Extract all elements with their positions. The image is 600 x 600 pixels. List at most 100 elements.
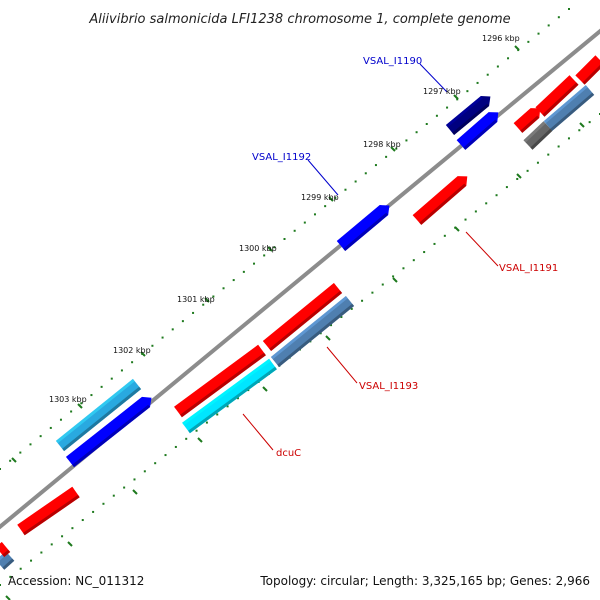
scale-dot	[161, 336, 164, 339]
scale-dot	[71, 527, 74, 530]
gene-dcuc-body	[182, 358, 277, 434]
scale-dot	[405, 139, 408, 142]
gene-red-top-1-highlight	[535, 75, 572, 110]
gene-red-mid-highlight	[174, 344, 260, 410]
scale-dot	[174, 445, 177, 448]
scale-dot	[19, 567, 22, 570]
genome-summary-text: Topology: circular; Length: 3,325,165 bp…	[260, 574, 590, 588]
scale-dot	[195, 429, 198, 432]
tick-label-1299: 1299 kbp	[301, 193, 339, 202]
scale-dot	[143, 470, 146, 473]
scale-dot	[374, 164, 377, 167]
gene-vsal-i1192[interactable]	[336, 205, 390, 251]
scale-tick	[132, 489, 138, 495]
gene-skyblue-1-body	[55, 378, 142, 452]
scale-dot	[319, 332, 322, 335]
scale-dot	[185, 437, 188, 440]
gene-red-mid[interactable]	[174, 344, 266, 418]
scale-dot	[568, 8, 570, 10]
scale-dot	[0, 468, 1, 470]
gene-vsal-i1192-shade	[343, 212, 389, 251]
gene-blue-2[interactable]	[456, 112, 499, 150]
gene-vsal-i1190[interactable]	[445, 96, 491, 135]
gene-red-top-2[interactable]	[575, 55, 600, 85]
gene-red-low[interactable]	[17, 486, 80, 536]
scale-dot	[293, 229, 296, 232]
scale-dot	[242, 270, 245, 273]
scale-dot	[0, 584, 1, 586]
scale-dot	[92, 510, 95, 513]
scale-dot	[435, 114, 438, 117]
scale-dot	[361, 299, 364, 302]
gene-steelblue-2-shade	[550, 92, 595, 131]
gene-red-top-2-body	[575, 55, 600, 85]
scale-dot	[205, 421, 208, 424]
scale-tick	[197, 437, 203, 443]
gene-red-top-1[interactable]	[535, 75, 579, 117]
scale-dot	[381, 283, 384, 286]
gene-skyblue-1[interactable]	[55, 378, 142, 452]
scale-tick	[454, 226, 460, 232]
scale-tick	[5, 595, 11, 600]
scale-dot	[423, 251, 426, 254]
gene-label-vsal-i1193: VSAL_I1193	[359, 381, 418, 392]
scale-dot	[433, 242, 436, 245]
scale-dot	[526, 169, 529, 172]
gene-steelblue-1[interactable]	[270, 296, 355, 367]
gene-blue-1[interactable]	[66, 396, 152, 468]
scale-dot	[425, 123, 428, 125]
tick-label-1296: 1296 kbp	[482, 34, 520, 43]
scale-dot	[19, 451, 22, 454]
scale-dot	[557, 16, 560, 19]
gene-red-top-2-highlight	[575, 55, 598, 78]
scale-dot	[154, 462, 157, 465]
gene-steelblue-2[interactable]	[543, 85, 595, 131]
scale-tick	[390, 146, 396, 152]
scale-dot	[547, 153, 550, 156]
scale-dot	[50, 543, 53, 546]
tick-label-1303: 1303 kbp	[49, 395, 87, 404]
scale-dot	[474, 210, 477, 213]
tick-label-1297: 1297 kbp	[423, 87, 461, 96]
scale-dot	[283, 238, 286, 240]
scale-dot	[81, 519, 84, 522]
gene-skyblue-1-highlight	[55, 378, 135, 444]
gene-red-low-highlight	[17, 486, 74, 528]
scale-dot	[202, 303, 205, 306]
gene-vsal-i1193[interactable]	[262, 283, 343, 351]
scale-dot	[324, 205, 327, 208]
accession-text: Accession: NC_011312	[8, 574, 145, 588]
scale-dot	[9, 459, 12, 462]
outer-scale-dots	[0, 8, 570, 470]
label-leaders	[242, 63, 499, 451]
scale-dot	[222, 287, 225, 290]
scale-dot	[466, 90, 469, 93]
scale-dot	[344, 188, 347, 191]
gene-red-low-body	[17, 486, 80, 536]
inner-tick-marks	[5, 122, 585, 600]
scale-tick	[579, 122, 585, 128]
scale-dot	[340, 316, 343, 319]
scale-dot	[334, 196, 337, 199]
scale-dot	[131, 361, 134, 364]
gene-vsal-i1191[interactable]	[412, 176, 468, 225]
scale-dot	[273, 246, 276, 249]
gene-steelblue-2-body	[543, 85, 595, 131]
scale-dot	[40, 551, 43, 554]
scale-dot	[110, 377, 113, 380]
leader-vsal-i1190	[419, 63, 448, 93]
gene-gray-highlight	[523, 121, 546, 143]
gene-dcuc[interactable]	[182, 358, 277, 434]
gene-gray[interactable]	[523, 121, 553, 150]
gene-red-edge[interactable]	[0, 542, 11, 557]
gene-steelblue-1-shade	[277, 303, 355, 367]
scale-tick	[262, 386, 268, 392]
scale-tick	[77, 403, 83, 409]
gene-red-small[interactable]	[513, 108, 541, 133]
scale-dot	[112, 494, 115, 497]
gene-gray-shade	[530, 128, 553, 150]
scale-dot	[164, 454, 167, 457]
scale-dot	[507, 57, 510, 60]
gene-steelblue-edge-shade	[2, 558, 15, 570]
